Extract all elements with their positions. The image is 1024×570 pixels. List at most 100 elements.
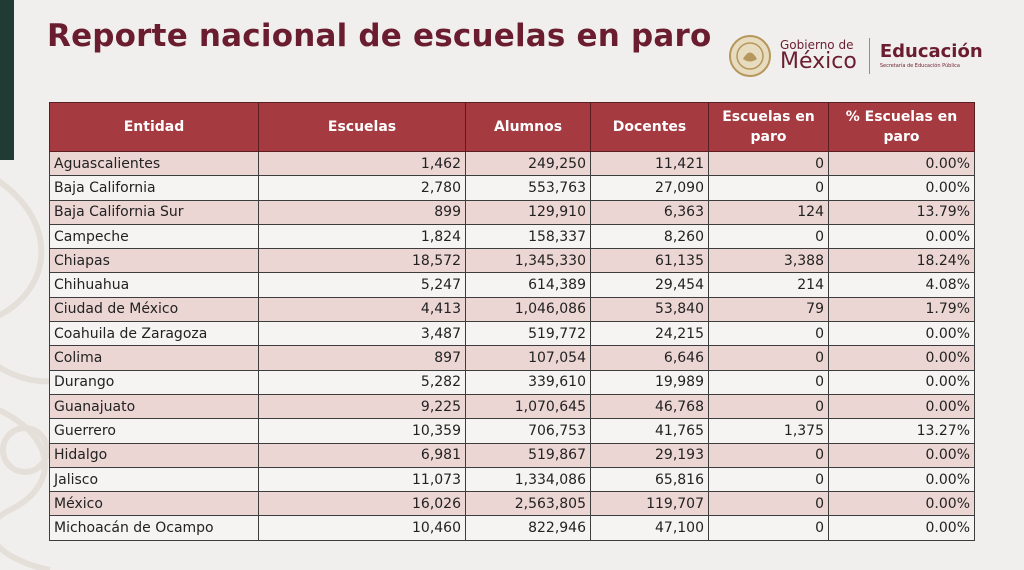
cell-porcentaje: 13.79% — [828, 199, 975, 225]
cell-alumnos: 1,046,086 — [465, 296, 591, 323]
cell-docentes: 46,768 — [590, 393, 709, 420]
cell-escuelas-en-paro: 0 — [708, 369, 829, 395]
cell-entidad: Guanajuato — [49, 393, 259, 420]
cell-alumnos: 519,867 — [465, 442, 591, 468]
mexico-label: México — [780, 49, 857, 74]
cell-alumnos: 614,389 — [465, 272, 591, 298]
table-row: Durango 5,282 339,610 19,989 0 0.00% — [49, 369, 975, 395]
cell-docentes: 61,135 — [590, 248, 709, 274]
gobierno-educacion-logo: Gobierno de México Educación Secretaría … — [728, 30, 983, 82]
cell-porcentaje: 18.24% — [828, 248, 975, 274]
cell-alumnos: 519,772 — [465, 321, 591, 347]
cell-alumnos: 1,345,330 — [465, 248, 591, 274]
schools-strike-table: Entidad Escuelas Alumnos Docentes Escuel… — [49, 102, 975, 541]
cell-entidad: Coahuila de Zaragoza — [49, 321, 259, 347]
cell-entidad: Michoacán de Ocampo — [49, 515, 259, 541]
ornament-watermark — [0, 178, 61, 570]
cell-escuelas-en-paro: 0 — [708, 321, 829, 347]
cell-escuelas: 11,073 — [258, 466, 466, 493]
cell-escuelas: 5,282 — [258, 369, 466, 395]
cell-escuelas-en-paro: 1,375 — [708, 418, 829, 444]
cell-escuelas-en-paro: 0 — [708, 515, 829, 541]
cell-alumnos: 1,070,645 — [465, 393, 591, 420]
cell-docentes: 8,260 — [590, 223, 709, 250]
cell-escuelas: 10,460 — [258, 515, 466, 541]
column-header-porcentaje: % Escuelas en paro — [828, 102, 975, 152]
cell-entidad: Aguascalientes — [49, 150, 259, 177]
cell-escuelas: 5,247 — [258, 272, 466, 298]
cell-docentes: 11,421 — [590, 150, 709, 177]
cell-alumnos: 249,250 — [465, 150, 591, 177]
cell-escuelas: 6,981 — [258, 442, 466, 468]
cell-escuelas: 897 — [258, 345, 466, 371]
cell-entidad: Jalisco — [49, 466, 259, 493]
cell-porcentaje: 4.08% — [828, 272, 975, 298]
cell-docentes: 47,100 — [590, 515, 709, 541]
table-body: Aguascalientes 1,462 249,250 11,421 0 0.00% Ba… — [49, 150, 975, 541]
table-row: Aguascalientes 1,462 249,250 11,421 0 0.00% — [49, 150, 975, 177]
cell-escuelas-en-paro: 0 — [708, 442, 829, 468]
national-seal-icon — [729, 35, 771, 77]
cell-docentes: 24,215 — [590, 321, 709, 347]
cell-porcentaje: 0.00% — [828, 345, 975, 371]
cell-alumnos: 339,610 — [465, 369, 591, 395]
cell-escuelas: 16,026 — [258, 491, 466, 517]
cell-escuelas-en-paro: 0 — [708, 466, 829, 493]
cell-escuelas-en-paro: 214 — [708, 272, 829, 298]
cell-entidad: Chiapas — [49, 248, 259, 274]
cell-escuelas: 9,225 — [258, 393, 466, 420]
column-header-docentes: Docentes — [590, 102, 709, 152]
cell-docentes: 29,454 — [590, 272, 709, 298]
column-header-escuelas-en-paro: Escuelas en paro — [708, 102, 829, 152]
table-row: Guanajuato 9,225 1,070,645 46,768 0 0.00% — [49, 393, 975, 420]
column-header-alumnos: Alumnos — [465, 102, 591, 152]
cell-escuelas-en-paro: 79 — [708, 296, 829, 323]
table-row: Campeche 1,824 158,337 8,260 0 0.00% — [49, 223, 975, 250]
cell-entidad: Durango — [49, 369, 259, 395]
cell-escuelas: 1,824 — [258, 223, 466, 250]
cell-escuelas-en-paro: 0 — [708, 150, 829, 177]
table-row: México 16,026 2,563,805 119,707 0 0.00% — [49, 491, 975, 517]
educacion-label: Educación — [879, 41, 983, 62]
cell-docentes: 119,707 — [590, 491, 709, 517]
cell-escuelas-en-paro: 124 — [708, 199, 829, 225]
cell-porcentaje: 0.00% — [828, 515, 975, 541]
cell-alumnos: 2,563,805 — [465, 491, 591, 517]
cell-porcentaje: 0.00% — [828, 369, 975, 395]
cell-porcentaje: 0.00% — [828, 175, 975, 201]
cell-alumnos: 553,763 — [465, 175, 591, 201]
cell-porcentaje: 1.79% — [828, 296, 975, 323]
table-row: Guerrero 10,359 706,753 41,765 1,375 13.27% — [49, 418, 975, 444]
table-row: Jalisco 11,073 1,334,086 65,816 0 0.00% — [49, 466, 975, 493]
table-row: Baja California 2,780 553,763 27,090 0 0.00% — [49, 175, 975, 201]
cell-entidad: Guerrero — [49, 418, 259, 444]
table-row: Michoacán de Ocampo 10,460 822,946 47,100 0 0… — [49, 515, 975, 541]
cell-entidad: Chihuahua — [49, 272, 259, 298]
cell-porcentaje: 0.00% — [828, 150, 975, 177]
table-row: Colima 897 107,054 6,646 0 0.00% — [49, 345, 975, 371]
cell-alumnos: 129,910 — [465, 199, 591, 225]
page-title: Reporte nacional de escuelas en paro — [47, 18, 712, 54]
cell-escuelas-en-paro: 0 — [708, 223, 829, 250]
table-header-row: Entidad Escuelas Alumnos Docentes Escuel… — [49, 102, 975, 152]
sep-label: Secretaría de Educación Pública — [879, 63, 960, 69]
logo-divider — [868, 38, 870, 74]
cell-escuelas-en-paro: 3,388 — [708, 248, 829, 274]
cell-porcentaje: 0.00% — [828, 466, 975, 493]
cell-escuelas: 3,487 — [258, 321, 466, 347]
cell-porcentaje: 0.00% — [828, 442, 975, 468]
cell-docentes: 65,816 — [590, 466, 709, 493]
side-accent-bar — [0, 0, 14, 160]
cell-docentes: 53,840 — [590, 296, 709, 323]
cell-porcentaje: 0.00% — [828, 321, 975, 347]
cell-escuelas-en-paro: 0 — [708, 393, 829, 420]
table-row: Baja California Sur 899 129,910 6,363 124 13.… — [49, 199, 975, 225]
cell-docentes: 27,090 — [590, 175, 709, 201]
cell-escuelas-en-paro: 0 — [708, 175, 829, 201]
column-header-escuelas: Escuelas — [258, 102, 466, 152]
cell-alumnos: 107,054 — [465, 345, 591, 371]
table-row: Chihuahua 5,247 614,389 29,454 214 4.08% — [49, 272, 975, 298]
gobierno-label: Gobierno de — [780, 38, 854, 52]
cell-escuelas: 10,359 — [258, 418, 466, 444]
cell-docentes: 6,363 — [590, 199, 709, 225]
